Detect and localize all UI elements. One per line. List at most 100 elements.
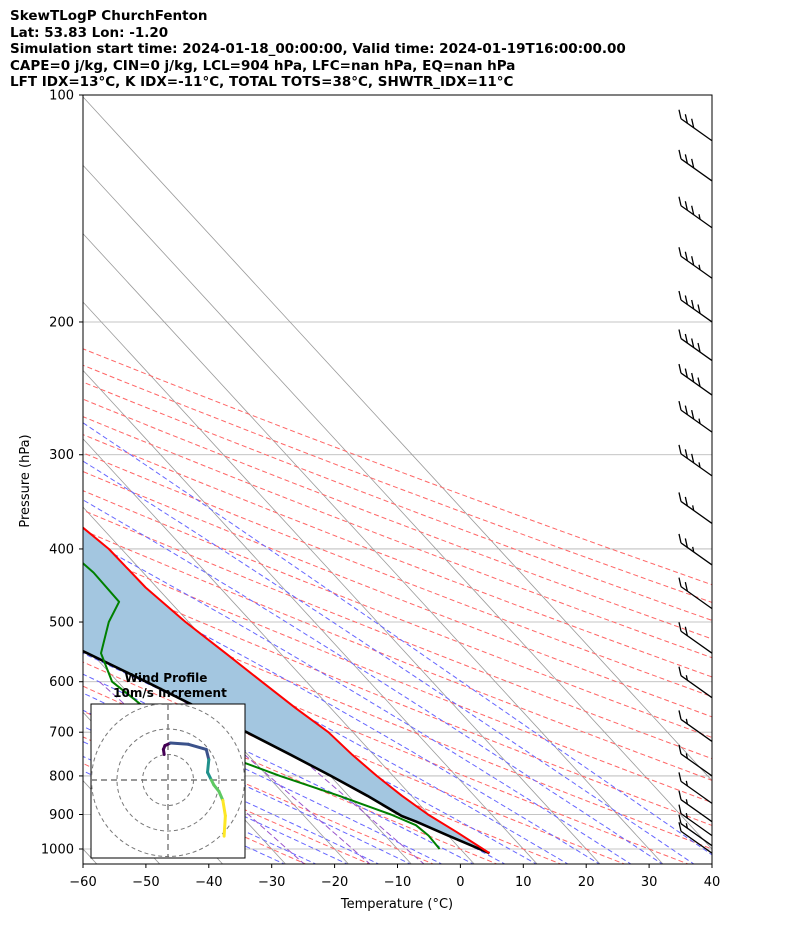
- barb-staff: [680, 823, 712, 847]
- isotherm-line: [83, 233, 664, 864]
- dry-adiabat-line: [83, 615, 690, 864]
- x-tick-label: −10: [384, 875, 411, 890]
- inset-subtitle: 10m/s increment: [113, 686, 227, 700]
- x-tick-label: −30: [258, 875, 285, 890]
- barb-flag: [697, 342, 701, 353]
- wind-profile-inset: Wind Profile 10m/s increment: [90, 671, 246, 859]
- barb-flag: [678, 533, 682, 544]
- barb-flag: [678, 577, 682, 587]
- wind-barb: [679, 64, 712, 96]
- barb-flag: [678, 492, 682, 502]
- barb-half: [685, 675, 688, 681]
- dry-adiabat-line: [83, 661, 562, 864]
- x-tick-label: 40: [704, 875, 721, 890]
- moist-adiabat-line: [83, 499, 664, 864]
- barb-flag: [678, 710, 682, 720]
- barb-flag: [678, 247, 682, 257]
- x-tick-label: 0: [456, 875, 464, 890]
- barb-staff: [680, 453, 712, 477]
- wind-barb: [678, 149, 712, 182]
- barb-flag: [692, 73, 694, 82]
- barb-staff: [680, 586, 712, 610]
- hodograph-segment: [204, 747, 211, 762]
- dry-adiabat-line: [83, 434, 712, 678]
- barb-flag: [691, 338, 695, 348]
- moist-adiabat-line: [83, 460, 695, 864]
- hodograph-segment: [206, 758, 211, 774]
- barb-staff: [680, 542, 712, 566]
- barb-flag: [684, 449, 688, 459]
- moist-adiabat-line: [83, 422, 712, 856]
- barb-flag: [684, 295, 688, 305]
- wind-barb: [678, 247, 712, 279]
- dry-adiabat-line: [83, 364, 712, 603]
- barb-flag: [691, 299, 695, 310]
- barb-flag: [691, 453, 695, 464]
- moist-adiabat-line: [83, 709, 412, 864]
- hodograph-segment: [221, 798, 227, 818]
- barb-flag: [684, 114, 688, 124]
- x-tick-label: −20: [321, 875, 348, 890]
- wind-barb: [678, 710, 712, 742]
- hodograph-segment: [222, 814, 227, 838]
- barb-half: [685, 823, 688, 829]
- isotherm-line: [83, 369, 538, 864]
- y-tick-label: 400: [49, 542, 74, 557]
- barb-staff: [680, 158, 712, 182]
- barb-flag: [691, 410, 695, 420]
- moist-adiabat-line: [83, 692, 443, 864]
- barb-flag: [685, 69, 687, 78]
- barb-flag: [679, 64, 681, 73]
- moist-adiabat-line: [83, 652, 506, 864]
- barb-flag: [678, 196, 682, 206]
- barb-flag: [678, 744, 682, 755]
- barb-flag: [678, 109, 682, 119]
- barb-flag: [691, 118, 695, 128]
- isotherm-line: [83, 301, 601, 864]
- barb-flag: [678, 363, 682, 374]
- x-axis-ticks: −60 −50 −40 −30 −20 −10 0 10 20 30 40: [69, 864, 720, 890]
- barb-half: [685, 780, 688, 787]
- barb-half: [692, 505, 695, 511]
- barb-staff: [680, 299, 712, 323]
- wind-barb: [678, 290, 712, 323]
- y-tick-label: 600: [49, 675, 74, 690]
- barb-half: [685, 718, 688, 725]
- inset-rings: [91, 704, 245, 858]
- stability-indices-1: CAPE=0 j/kg, CIN=0 j/kg, LCL=904 hPa, LF…: [10, 57, 516, 74]
- barb-flag: [684, 154, 688, 164]
- barb-flag: [691, 205, 695, 215]
- isotherm-line: [83, 164, 712, 850]
- barb-half: [698, 462, 701, 468]
- wind-barb: [678, 666, 712, 699]
- barb-flag: [697, 377, 701, 387]
- barb-staff: [680, 118, 712, 142]
- barb-flag: [684, 538, 688, 548]
- inset-title: Wind Profile: [125, 671, 208, 685]
- barb-half: [698, 214, 701, 220]
- x-axis-label: Temperature (°C): [340, 897, 453, 912]
- isotherm-line: [83, 96, 712, 782]
- x-tick-label: 10: [515, 875, 532, 890]
- wind-barb: [678, 622, 712, 654]
- moist-adiabat-line: [83, 628, 538, 864]
- barb-staff: [680, 338, 712, 362]
- barb-staff: [680, 500, 712, 524]
- dewpoint-trace: [83, 561, 441, 850]
- x-tick-label: −60: [69, 875, 96, 890]
- barb-flag: [684, 251, 688, 261]
- dry-adiabat-line: [83, 348, 712, 586]
- isotherm-line: [83, 438, 475, 864]
- barb-flag: [691, 372, 695, 383]
- barb-staff: [680, 409, 712, 433]
- station-coordinates: Lat: 53.83 Lon: -1.20: [10, 24, 169, 41]
- y-tick-label: 100: [49, 89, 74, 104]
- barb-staff: [680, 830, 712, 854]
- wind-barb: [678, 196, 712, 229]
- barb-flag: [684, 582, 688, 592]
- barb-staff: [680, 675, 712, 699]
- barb-flag: [691, 256, 695, 266]
- barb-staff: [680, 799, 712, 823]
- wind-barb: [678, 772, 712, 804]
